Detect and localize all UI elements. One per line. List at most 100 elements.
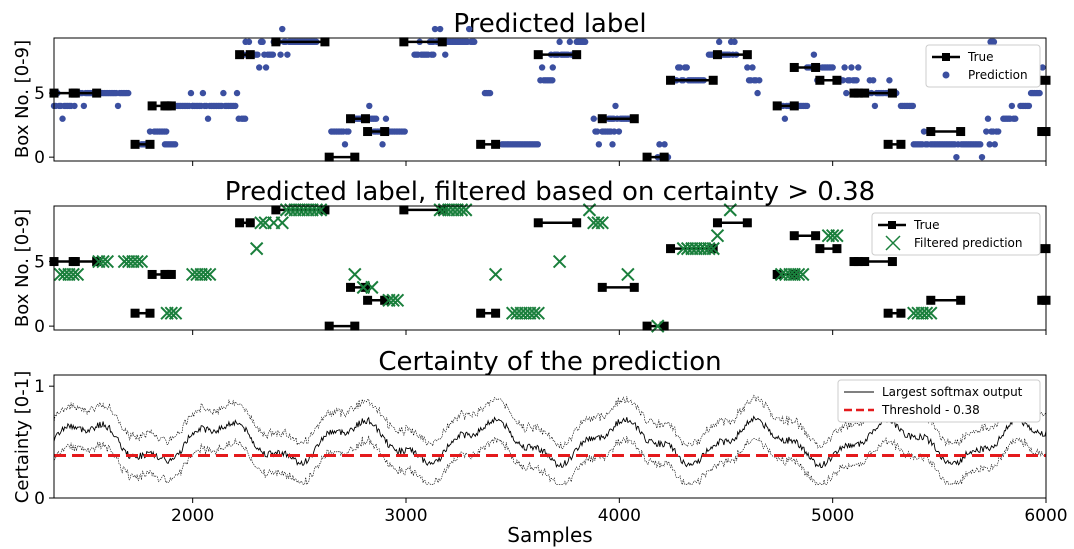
prediction-point: [731, 38, 738, 46]
filtered-point: [791, 267, 806, 282]
prediction-point: [220, 89, 227, 97]
prediction-point: [841, 64, 848, 71]
true-marker: [896, 139, 906, 149]
true-marker: [437, 205, 447, 215]
true-marker: [789, 62, 799, 72]
softmax-line: [53, 415, 1047, 468]
prediction-point: [431, 25, 439, 33]
prediction-point: [269, 51, 277, 58]
true-marker: [271, 37, 281, 47]
filtered-point: [249, 241, 264, 256]
prediction-point: [262, 64, 270, 71]
panel3-xlabel: Samples: [507, 523, 592, 547]
true-marker: [491, 308, 501, 318]
legend2-filtered-marker: [885, 235, 901, 251]
ytick-label: 0: [34, 148, 45, 168]
filtered-point: [168, 306, 183, 320]
true-marker: [597, 114, 607, 124]
filtered-point: [919, 306, 934, 320]
filtered-point: [96, 254, 110, 269]
filtered-point: [488, 267, 503, 282]
true-marker: [533, 50, 543, 60]
prediction-point: [744, 64, 751, 71]
prediction-point: [171, 141, 179, 148]
filtered-point: [386, 293, 400, 307]
true-marker: [346, 282, 356, 292]
true-marker: [956, 295, 966, 305]
true-marker: [145, 308, 155, 318]
panel2-title: Predicted label, filtered based on certa…: [225, 177, 875, 207]
prediction-point: [611, 128, 618, 135]
true-marker: [832, 244, 842, 254]
ytick-label: 1: [34, 377, 45, 397]
filtered-point: [591, 216, 605, 230]
true-marker: [666, 244, 676, 254]
true-marker: [360, 282, 370, 292]
true-marker: [883, 139, 893, 149]
prediction-point: [810, 51, 818, 58]
prediction-point: [259, 38, 266, 46]
prediction-point: [983, 128, 990, 135]
filtered-point: [198, 267, 213, 282]
true-marker: [597, 282, 607, 292]
filtered-point: [621, 267, 635, 282]
true-marker: [853, 88, 863, 98]
filtered-point: [390, 293, 405, 307]
prediction-point: [430, 51, 437, 58]
prediction-point: [538, 64, 546, 71]
prediction-point: [549, 77, 556, 84]
prediction-point: [590, 115, 597, 122]
prediction-point: [978, 153, 986, 161]
softmax-line: [53, 394, 1047, 450]
true-marker: [712, 50, 722, 60]
true-marker: [166, 269, 176, 279]
legend-true-label: True: [967, 50, 994, 64]
panel2-plot: [49, 203, 1051, 333]
true-marker: [883, 308, 893, 318]
prediction-point: [341, 141, 349, 148]
prediction-point: [803, 102, 811, 110]
prediction-point: [401, 128, 408, 135]
true-marker: [491, 139, 501, 149]
legend2-true-label: True: [913, 218, 940, 232]
prediction-point: [683, 64, 690, 71]
true-marker: [68, 88, 78, 98]
filtered-point: [348, 267, 362, 282]
filtered-point: [130, 254, 144, 269]
true-marker: [887, 88, 897, 98]
ytick-label: 0: [34, 317, 45, 337]
prediction-point: [595, 141, 603, 148]
xtick-label: 5000: [811, 506, 854, 526]
prediction-point: [829, 64, 836, 71]
true-marker: [712, 218, 722, 228]
true-marker: [860, 88, 870, 98]
true-marker: [572, 50, 582, 60]
prediction-point: [995, 128, 1002, 135]
prediction-point: [1036, 89, 1043, 97]
prediction-point: [749, 64, 756, 71]
prediction-point: [986, 141, 993, 148]
true-marker: [363, 127, 373, 137]
true-marker: [130, 308, 140, 318]
filtered-point: [134, 254, 149, 269]
filtered-point: [531, 306, 545, 320]
legend3-threshold-label: Threshold - 0.38: [881, 403, 980, 417]
true-marker: [629, 114, 639, 124]
true-marker: [772, 269, 782, 279]
true-marker: [896, 308, 906, 318]
filtered-point: [254, 216, 268, 230]
panel1-plot: [49, 25, 1051, 162]
prediction-point: [442, 51, 449, 58]
true-marker: [235, 50, 245, 60]
ytick-label: 5: [34, 253, 45, 273]
legend-prediction-marker: [942, 71, 950, 79]
xtick-label: 6000: [1024, 506, 1067, 526]
true-marker: [399, 205, 409, 215]
prediction-point: [843, 89, 850, 97]
true-marker: [708, 75, 718, 85]
panel3-ylabel: Certainty [0-1]: [12, 371, 33, 503]
true-marker: [271, 205, 281, 215]
prediction-point: [233, 89, 241, 97]
filtered-point: [825, 229, 840, 243]
prediction-point: [566, 38, 574, 46]
